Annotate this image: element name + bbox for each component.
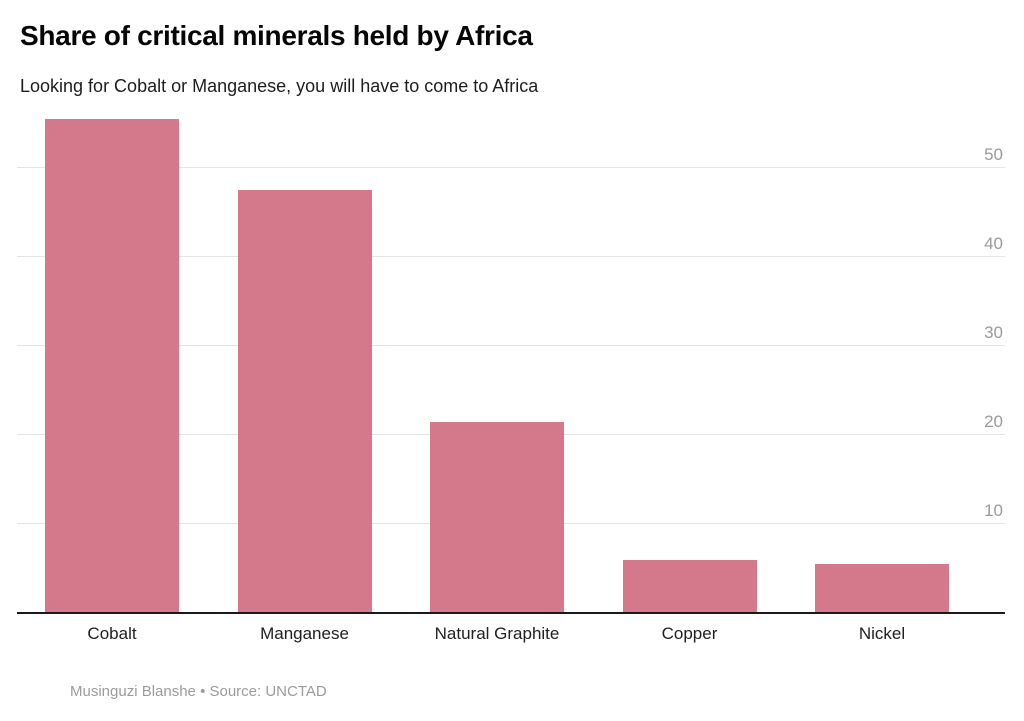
chart-title: Share of critical minerals held by Afric… xyxy=(20,20,533,51)
bar-cobalt xyxy=(45,118,179,613)
x-axis-line xyxy=(17,612,1005,614)
bar-copper xyxy=(622,560,757,613)
y-tick-label-20: 20 xyxy=(984,411,1003,431)
y-gridline-40 xyxy=(17,255,1005,257)
y-gridline-30 xyxy=(17,344,1005,346)
y-tick-label-40: 40 xyxy=(984,233,1003,253)
bar-manganese xyxy=(237,190,372,613)
bar-natural-graphite xyxy=(430,421,564,613)
y-tick-label-10: 10 xyxy=(984,500,1003,520)
y-tick-label-30: 30 xyxy=(984,322,1003,342)
category-label-manganese: Manganese xyxy=(260,624,349,643)
chart-subtitle: Looking for Cobalt or Manganese, you wil… xyxy=(20,76,539,96)
bar-nickel xyxy=(815,564,949,613)
category-label-nickel: Nickel xyxy=(858,624,906,643)
category-label-cobalt: Cobalt xyxy=(87,624,137,643)
category-label-copper: Copper xyxy=(661,624,718,643)
y-gridline-50 xyxy=(17,166,1005,168)
category-label-natural-graphite: Natural Graphite xyxy=(434,624,560,643)
chart-footer-byline-source: Musinguzi Blanshe • Source: UNCTAD xyxy=(70,683,327,700)
plot-area: 10 20 30 40 50 xyxy=(17,110,1005,613)
y-tick-label-50: 50 xyxy=(984,144,1003,164)
